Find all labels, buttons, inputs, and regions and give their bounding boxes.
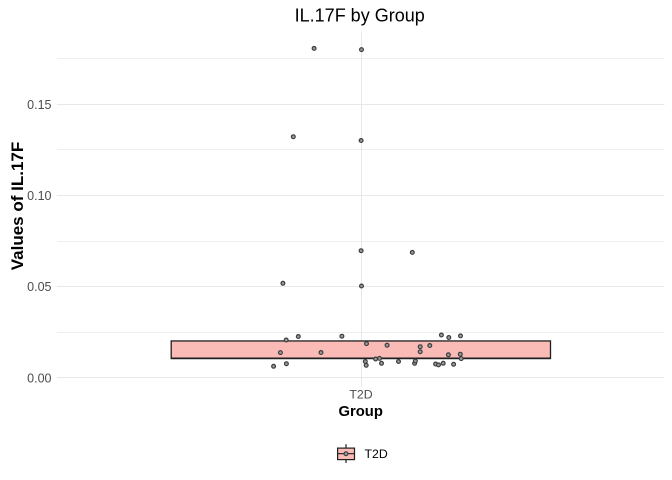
svg-text:0.05: 0.05 [27,280,51,294]
svg-text:T2D: T2D [349,387,372,401]
svg-text:IL.17F by Group: IL.17F by Group [295,5,425,25]
svg-text:0.00: 0.00 [27,371,51,385]
svg-text:0.15: 0.15 [27,98,51,112]
svg-text:0.10: 0.10 [27,189,51,203]
svg-text:Group: Group [339,404,383,420]
svg-text:T2D: T2D [365,447,388,461]
svg-text:Values of IL.17F: Values of IL.17F [8,142,27,271]
